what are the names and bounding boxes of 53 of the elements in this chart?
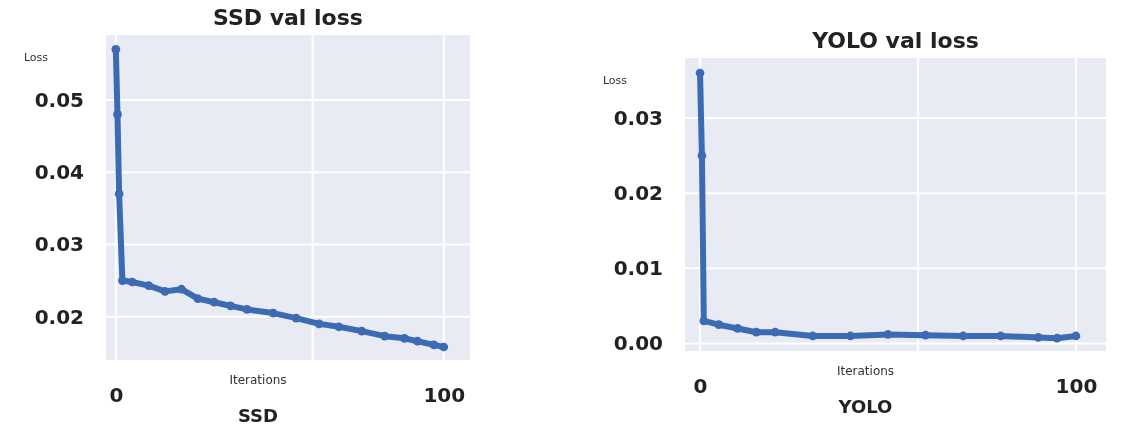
point <box>770 327 780 337</box>
point <box>114 189 124 199</box>
point <box>439 342 449 352</box>
y-axis-title: Loss <box>602 74 628 87</box>
y-tick-label: 0.04 <box>34 160 84 185</box>
point <box>1071 331 1081 341</box>
chart-title: SSD val loss <box>213 5 363 30</box>
y-tick-label: 0.03 <box>613 106 663 130</box>
point <box>921 330 930 340</box>
x-tick-label: 100 <box>1055 374 1098 399</box>
point <box>699 316 709 326</box>
point <box>111 45 121 54</box>
x-axis-title: Iterations <box>229 373 287 387</box>
x-tick-label: 0 <box>693 374 708 399</box>
point <box>714 320 724 330</box>
y-tick-label: 0.02 <box>34 304 84 329</box>
point <box>752 327 761 337</box>
point <box>160 287 170 296</box>
y-tick-label: 0.00 <box>613 331 663 356</box>
text: YOLO <box>837 396 893 417</box>
point <box>400 333 409 343</box>
point <box>846 331 855 341</box>
y-tick-label: 0.02 <box>613 181 663 206</box>
point <box>193 294 203 303</box>
point <box>380 331 390 341</box>
point <box>113 110 122 119</box>
point <box>268 308 278 318</box>
y-axis-title: Loss <box>23 51 49 64</box>
point <box>429 340 439 350</box>
x-tick-label: 0 <box>109 383 124 408</box>
x-axis-title: Iterations <box>836 364 895 378</box>
x-tick-label: 100 <box>423 383 466 408</box>
y-tick-label: 0.03 <box>34 232 84 257</box>
point <box>144 281 153 290</box>
point <box>209 297 219 307</box>
chart-title: YOLO val loss <box>811 28 979 53</box>
point <box>242 305 252 314</box>
point <box>127 277 137 287</box>
point <box>118 276 127 285</box>
point <box>883 330 893 339</box>
point <box>334 322 344 332</box>
point <box>177 284 186 294</box>
point <box>996 331 1006 341</box>
point <box>695 68 705 78</box>
text: SSD <box>237 405 279 426</box>
point <box>226 301 235 311</box>
point <box>314 319 324 329</box>
point <box>291 313 301 323</box>
point <box>357 326 367 336</box>
y-tick-label: 0.05 <box>34 87 84 112</box>
point <box>413 336 422 346</box>
y-tick-label: 0.01 <box>613 256 663 281</box>
point <box>733 324 742 333</box>
